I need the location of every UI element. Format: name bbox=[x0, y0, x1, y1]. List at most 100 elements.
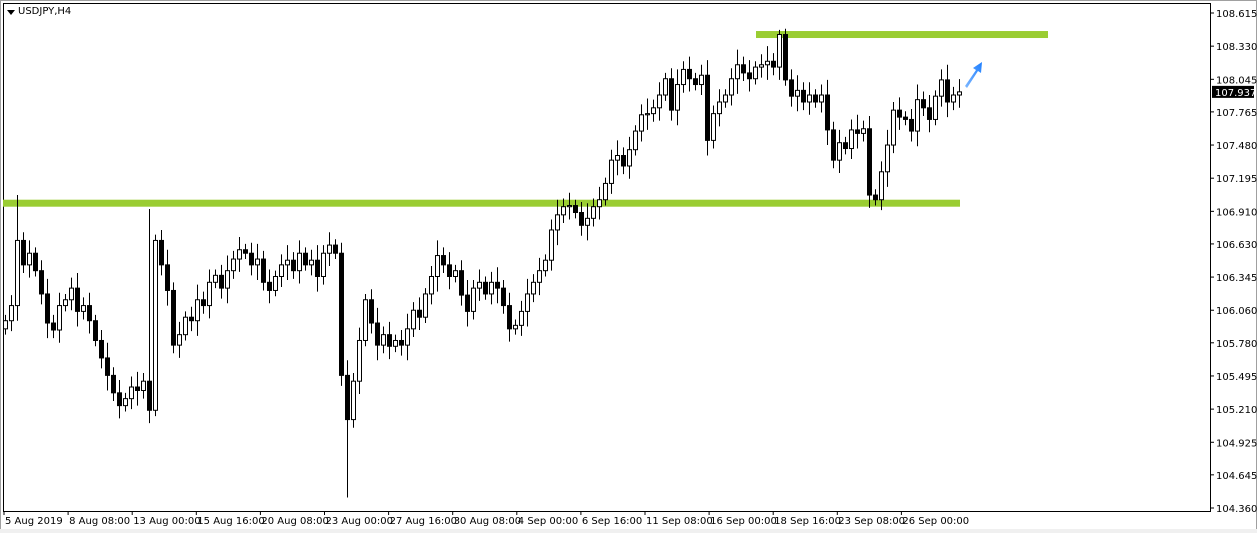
y-tick-label: 105.210 bbox=[1216, 405, 1257, 416]
bear-candle bbox=[855, 129, 860, 134]
bear-candle bbox=[39, 270, 44, 295]
y-tick-label: 108.045 bbox=[1216, 75, 1257, 86]
bear-candle bbox=[45, 293, 50, 324]
bull-candle bbox=[735, 64, 740, 80]
bull-candle bbox=[129, 386, 134, 400]
bear-candle bbox=[909, 118, 914, 132]
bear-candle bbox=[201, 299, 206, 307]
bull-candle bbox=[537, 270, 542, 283]
bull-candle bbox=[681, 68, 686, 86]
bull-candle bbox=[177, 334, 182, 346]
bear-candle bbox=[303, 252, 308, 266]
bull-candle bbox=[477, 281, 482, 289]
x-tick-label: 15 Aug 16:00 bbox=[197, 516, 264, 527]
bull-candle bbox=[471, 287, 476, 312]
bull-candle bbox=[837, 142, 842, 161]
bear-candle bbox=[21, 239, 26, 266]
x-tick-label: 23 Aug 00:00 bbox=[326, 516, 393, 527]
bear-candle bbox=[117, 392, 122, 407]
bear-candle bbox=[267, 281, 272, 291]
bull-candle bbox=[519, 310, 524, 326]
bull-candle bbox=[891, 109, 896, 146]
y-tick-label: 105.780 bbox=[1216, 339, 1257, 350]
bear-candle bbox=[705, 74, 710, 141]
bull-candle bbox=[309, 259, 314, 266]
x-tick-label: 6 Sep 16:00 bbox=[582, 516, 642, 527]
chart-title: USDJPY,H4 bbox=[18, 6, 72, 17]
bear-candle bbox=[501, 287, 506, 307]
bull-candle bbox=[765, 60, 770, 66]
y-tick-label: 104.925 bbox=[1216, 438, 1257, 449]
bear-candle bbox=[903, 116, 908, 120]
bear-candle bbox=[87, 305, 92, 322]
bull-candle bbox=[795, 89, 800, 97]
bull-candle bbox=[423, 293, 428, 318]
bear-candle bbox=[147, 380, 152, 411]
bull-candle bbox=[663, 78, 668, 96]
bull-candle bbox=[651, 107, 656, 115]
y-tick-label: 106.910 bbox=[1216, 207, 1257, 218]
bear-candle bbox=[33, 252, 38, 272]
y-tick-label: 108.330 bbox=[1216, 42, 1257, 53]
bull-candle bbox=[609, 159, 614, 184]
dropdown-triangle-icon[interactable] bbox=[7, 10, 15, 15]
x-tick-label: 20 Aug 08:00 bbox=[261, 516, 328, 527]
bull-candle bbox=[237, 249, 242, 260]
bear-candle bbox=[111, 374, 116, 394]
bull-candle bbox=[231, 258, 236, 272]
bull-candle bbox=[9, 305, 14, 322]
bear-candle bbox=[921, 99, 926, 109]
bear-candle bbox=[495, 281, 500, 289]
bear-candle bbox=[165, 264, 170, 291]
bear-candle bbox=[249, 252, 254, 266]
y-tick-label: 107.195 bbox=[1216, 174, 1257, 185]
up-arrow-icon bbox=[965, 62, 982, 88]
bull-candle bbox=[195, 299, 200, 322]
bull-candle bbox=[531, 281, 536, 295]
bear-candle bbox=[783, 34, 788, 81]
bull-candle bbox=[861, 128, 866, 134]
bull-candle bbox=[879, 171, 884, 201]
bear-candle bbox=[507, 305, 512, 330]
bull-candle bbox=[591, 206, 596, 219]
bull-candle bbox=[183, 316, 188, 336]
bull-candle bbox=[675, 84, 680, 111]
bear-candle bbox=[135, 386, 140, 392]
bear-candle bbox=[693, 78, 698, 86]
x-tick-label: 30 Aug 08:00 bbox=[454, 516, 521, 527]
bull-candle bbox=[405, 328, 410, 346]
bull-candle bbox=[807, 94, 812, 103]
bear-candle bbox=[399, 339, 404, 346]
bear-candle bbox=[573, 205, 578, 214]
bull-candle bbox=[699, 74, 704, 86]
bear-candle bbox=[333, 244, 338, 254]
bull-candle bbox=[711, 113, 716, 141]
bull-candle bbox=[279, 264, 284, 277]
bull-candle bbox=[915, 99, 920, 132]
bear-candle bbox=[669, 78, 674, 111]
bull-candle bbox=[123, 398, 128, 407]
bull-candle bbox=[603, 182, 608, 201]
bull-candle bbox=[381, 334, 386, 346]
x-tick-label: 5 Aug 2019 bbox=[5, 516, 63, 527]
x-tick-label: 11 Sep 08:00 bbox=[646, 516, 713, 527]
bear-candle bbox=[75, 287, 80, 312]
y-tick-label: 105.495 bbox=[1216, 372, 1257, 383]
bear-candle bbox=[621, 155, 626, 167]
bull-candle bbox=[627, 149, 632, 167]
bear-candle bbox=[465, 294, 470, 312]
support-level-line bbox=[3, 199, 960, 207]
bull-candle bbox=[639, 114, 644, 132]
bear-candle bbox=[171, 289, 176, 346]
x-tick-label: 27 Aug 16:00 bbox=[390, 516, 457, 527]
bear-candle bbox=[897, 109, 902, 118]
bear-candle bbox=[375, 322, 380, 346]
bull-candle bbox=[633, 130, 638, 151]
bull-candle bbox=[297, 252, 302, 272]
bear-candle bbox=[459, 270, 464, 296]
bear-candle bbox=[483, 281, 488, 295]
bear-candle bbox=[93, 320, 98, 341]
bear-candle bbox=[579, 212, 584, 226]
